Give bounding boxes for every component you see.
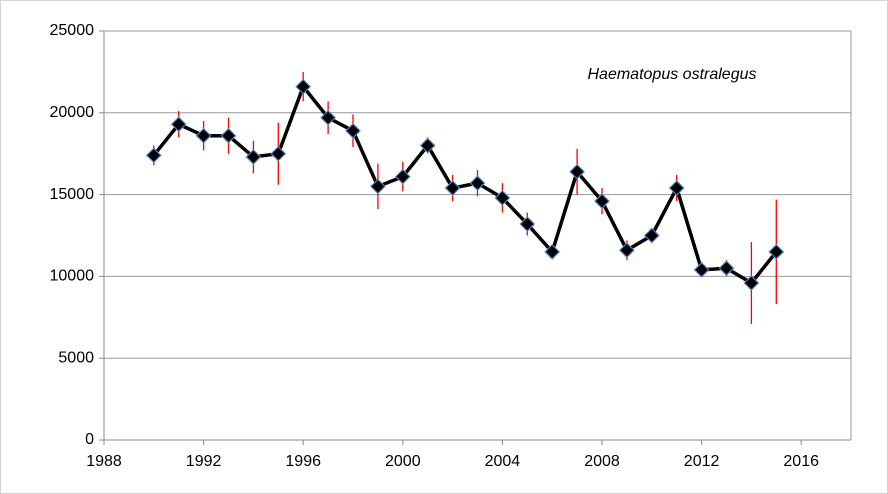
y-tick-label: 25000 — [50, 22, 95, 39]
marker — [345, 122, 361, 139]
marker — [668, 180, 685, 196]
marker — [295, 78, 312, 95]
marker — [419, 137, 436, 154]
marker — [544, 244, 561, 260]
marker — [320, 109, 336, 126]
marker — [145, 147, 162, 164]
marker — [245, 149, 262, 165]
marker — [569, 163, 585, 180]
marker — [270, 145, 287, 162]
x-tick-label: 1992 — [186, 453, 222, 470]
marker — [195, 127, 212, 144]
marker — [170, 116, 187, 133]
x-tick-label: 2000 — [385, 453, 421, 470]
x-tick-label: 1996 — [285, 453, 321, 470]
marker — [519, 216, 536, 232]
y-tick-label: 15000 — [50, 186, 95, 203]
x-tick-label: 2008 — [584, 453, 620, 470]
y-tick-label: 0 — [85, 431, 94, 448]
marker — [594, 193, 610, 209]
marker — [394, 168, 411, 185]
marker — [768, 244, 785, 260]
y-tick-label: 5000 — [58, 349, 94, 366]
marker — [444, 180, 461, 196]
x-tick-label: 2004 — [485, 453, 521, 470]
marker — [370, 178, 386, 195]
marker — [693, 262, 710, 278]
marker — [619, 242, 635, 259]
marker — [718, 260, 735, 277]
marker — [743, 275, 760, 291]
marker — [220, 127, 237, 144]
annotation: Haematopus ostralegus — [588, 66, 757, 83]
marker — [643, 227, 660, 244]
marker — [469, 175, 486, 191]
x-tick-label: 2016 — [783, 453, 819, 470]
x-tick-label: 1988 — [86, 453, 122, 470]
x-tick-label: 2012 — [684, 453, 720, 470]
marker — [494, 190, 511, 206]
y-tick-label: 20000 — [50, 104, 95, 121]
y-tick-label: 10000 — [50, 268, 95, 285]
